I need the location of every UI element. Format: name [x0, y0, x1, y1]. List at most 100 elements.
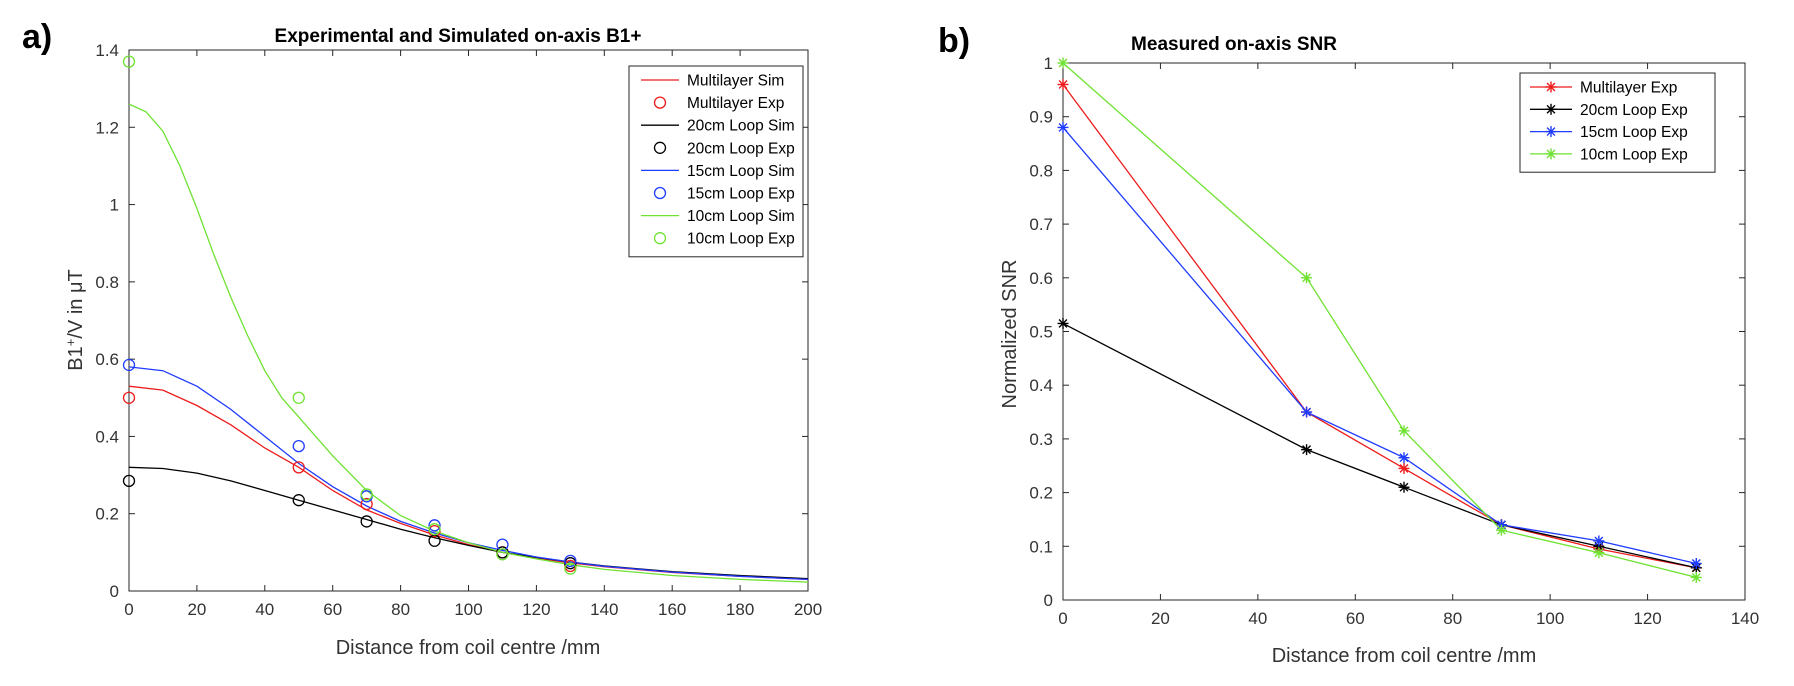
panel-a-label: a) — [22, 18, 52, 56]
panel-b-xtick-label: 80 — [1443, 609, 1462, 628]
series-line — [1062, 62, 1697, 579]
legend-label: 15cm Loop Exp — [1580, 124, 1688, 141]
legend-entry-20cm-loop-sim: 20cm Loop Sim — [641, 118, 795, 135]
data-point — [122, 474, 136, 488]
asterisk-stroke — [1058, 122, 1068, 132]
panel-a-xtick-label: 60 — [323, 600, 342, 619]
panel-b-label: b) — [938, 22, 970, 60]
legend-label: 10cm Loop Sim — [687, 208, 795, 225]
data-point — [1398, 481, 1410, 493]
panel-b-xtick-label: 0 — [1058, 609, 1067, 628]
panel-b-ytick-label: 0.2 — [1029, 484, 1053, 503]
asterisk-stroke — [1546, 149, 1556, 159]
legend-marker-swatch — [1545, 103, 1557, 115]
data-point — [428, 519, 441, 532]
panel-a-ticks: 0 20 40 60 80 100 120 140 160 180 200 0 0.2 0.4 0.6 0.8… — [95, 41, 822, 619]
asterisk-stroke — [1399, 482, 1409, 492]
asterisk-stroke — [1594, 548, 1604, 558]
data-point — [1398, 452, 1410, 464]
data-point — [1593, 547, 1605, 559]
panel-a-xtick-label: 0 — [124, 600, 133, 619]
panel-a-xtick-label: 20 — [187, 600, 206, 619]
asterisk-stroke — [1399, 426, 1409, 436]
panel-b-legend: Multilayer Exp 20cm Loop Exp 15cm Loop Exp… — [1519, 72, 1716, 173]
data-point — [360, 488, 373, 501]
legend-label: Multilayer Exp — [1580, 80, 1677, 97]
asterisk-stroke — [1058, 80, 1068, 89]
data-point — [1495, 524, 1507, 536]
panel-b-plot-area — [1057, 57, 1702, 583]
asterisk-stroke — [1496, 525, 1506, 535]
legend-marker-swatch — [1545, 148, 1557, 160]
legend-label: 15cm Loop Sim — [687, 163, 795, 180]
data-point — [292, 391, 305, 404]
panel-b-ytick-label: 0 — [1044, 591, 1053, 610]
panel-b-xtick-label: 60 — [1346, 609, 1365, 628]
asterisk-stroke — [1691, 559, 1701, 568]
legend-label: 10cm Loop Exp — [1580, 146, 1688, 163]
panel-a-ytick-label: 1.2 — [95, 118, 119, 137]
panel-a-xtick-label: 80 — [391, 600, 410, 619]
panel-b-ytick-label: 1 — [1044, 54, 1053, 73]
data-point — [122, 391, 136, 404]
panel-b-xtick-label: 140 — [1731, 609, 1759, 628]
legend-marker-swatch — [1545, 81, 1557, 93]
data-point — [1301, 444, 1313, 456]
legend-entry-multilayer-sim: Multilayer Sim — [641, 73, 784, 90]
panel-a-xtick-label: 160 — [658, 600, 686, 619]
series-15cm-loop-exp — [122, 358, 577, 568]
panel-b-ytick-label: 0.1 — [1029, 537, 1053, 556]
asterisk-stroke — [1546, 104, 1556, 114]
asterisk-stroke — [1594, 536, 1604, 546]
panel-b-xtick-label: 40 — [1248, 609, 1267, 628]
asterisk-stroke — [1546, 127, 1556, 137]
panel-b-xtick-label: 120 — [1633, 609, 1661, 628]
legend-label: 20cm Loop Exp — [1580, 102, 1688, 119]
legend-label: Multilayer Exp — [687, 95, 784, 112]
panel-a-xtick-label: 140 — [590, 600, 618, 619]
data-point — [496, 548, 509, 561]
series-10cm-loop-exp — [122, 55, 577, 575]
legend-marker-swatch — [653, 232, 667, 245]
panel-b-ytick-label: 0.3 — [1029, 430, 1053, 449]
panel-a-ytick-label: 0 — [110, 582, 119, 601]
asterisk-stroke — [1302, 273, 1312, 283]
asterisk-stroke — [1691, 572, 1701, 582]
series-line — [1062, 126, 1697, 565]
panel-a-xlabel: Distance from coil centre /mm — [336, 637, 601, 659]
asterisk-stroke — [1058, 318, 1068, 328]
panel-a-title: Experimental and Simulated on-axis B1+ — [275, 26, 642, 47]
series-15cm-loop-sim — [128, 366, 809, 581]
data-point — [1057, 121, 1069, 133]
series-line — [1062, 84, 1697, 569]
data-point — [1398, 425, 1410, 437]
series-15cm-loop-exp — [1057, 121, 1702, 569]
data-point — [360, 515, 373, 528]
data-point — [1057, 317, 1069, 329]
legend-entry-15cm-loop-sim: 15cm Loop Sim — [641, 163, 795, 180]
legend-marker-swatch — [1545, 126, 1557, 138]
panel-b-ytick-label: 0.9 — [1029, 108, 1053, 127]
asterisk-stroke — [1058, 58, 1068, 68]
panel-b: b) Measured on-axis SNR 0 20 40 60 80 100 120 1… — [938, 22, 1759, 667]
series-10cm-loop-exp — [1057, 57, 1702, 583]
data-point — [122, 358, 136, 372]
data-point — [292, 439, 305, 453]
panel-a-legend: Multilayer Sim Multilayer Exp 20cm Loop Si… — [628, 65, 804, 258]
panel-b-xlabel: Distance from coil centre /mm — [1272, 645, 1537, 667]
panel-a-xtick-label: 120 — [522, 600, 550, 619]
legend-entry-10cm-loop-exp: 10cm Loop Exp — [653, 231, 795, 248]
panel-b-xtick-label: 20 — [1151, 609, 1170, 628]
data-point — [360, 497, 373, 511]
panel-b-ytick-label: 0.5 — [1029, 323, 1053, 342]
legend-entry-20cm-loop-exp: 20cm Loop Exp — [1530, 102, 1688, 119]
legend-entry-20cm-loop-exp: 20cm Loop Exp — [653, 140, 795, 157]
panel-a-ytick-label: 0.8 — [95, 273, 119, 292]
panel-b-xtick-label: 100 — [1536, 609, 1564, 628]
legend-entry-15cm-loop-exp: 15cm Loop Exp — [1530, 124, 1688, 141]
panel-a: a) Experimental and Simulated on-axis B1… — [22, 18, 822, 659]
panel-a-ylabel: B1+/V in μT — [63, 269, 88, 370]
data-point — [428, 523, 441, 536]
panel-b-title: Measured on-axis SNR — [1131, 34, 1337, 55]
